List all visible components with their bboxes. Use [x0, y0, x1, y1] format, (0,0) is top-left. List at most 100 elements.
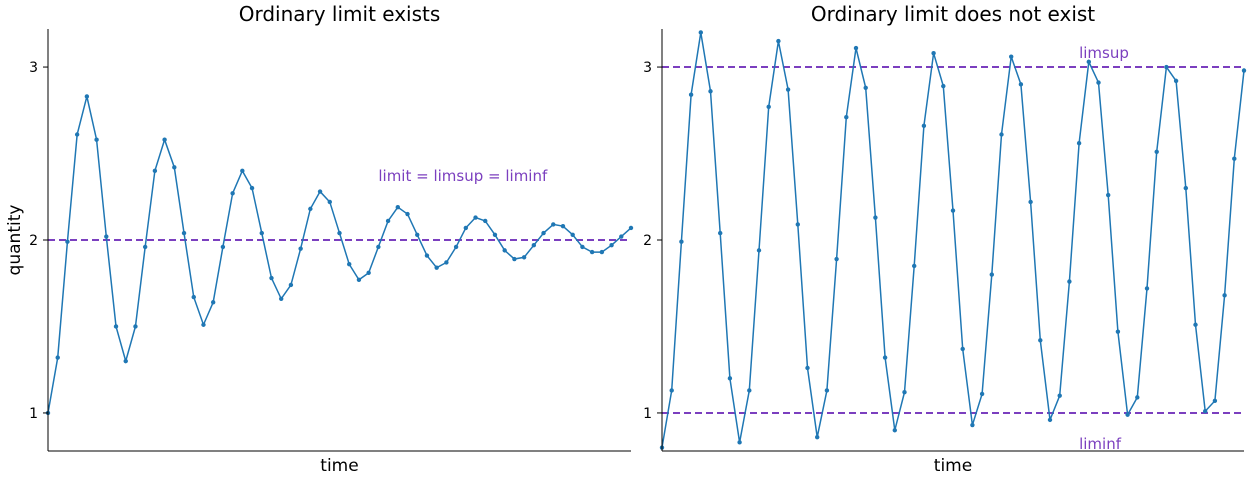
data-point — [708, 89, 713, 94]
reference-label: limit = limsup = liminf — [378, 167, 548, 185]
data-point — [230, 191, 235, 196]
data-point — [1164, 64, 1169, 70]
data-point — [628, 225, 634, 231]
data-point — [405, 211, 410, 217]
data-point — [853, 45, 859, 51]
data-point — [123, 358, 128, 364]
data-point — [863, 85, 868, 91]
data-point — [921, 123, 927, 129]
data-point — [931, 51, 936, 56]
data-point — [912, 263, 917, 269]
data-point — [1009, 54, 1014, 59]
x-axis-label: time — [934, 456, 972, 476]
data-point — [999, 132, 1004, 137]
data-point — [1067, 279, 1072, 284]
data-point — [834, 256, 839, 262]
data-point — [785, 87, 791, 92]
data-point — [142, 244, 148, 250]
y-tick-label: 3 — [643, 60, 652, 76]
data-point — [805, 365, 810, 371]
data-point — [902, 389, 907, 395]
data-point — [94, 137, 99, 142]
data-point — [1028, 199, 1033, 205]
data-point — [688, 92, 694, 97]
data-point — [1212, 398, 1218, 404]
data-point — [521, 255, 527, 260]
data-point — [492, 232, 498, 238]
data-point — [609, 242, 614, 248]
data-point — [824, 388, 830, 393]
data-point — [444, 260, 449, 265]
data-point — [1057, 393, 1062, 398]
chart-panel-1: Ordinary limit exists limit = limsup = li… — [5, 2, 634, 476]
data-point — [1125, 412, 1130, 417]
data-point — [337, 230, 342, 236]
data-point — [240, 168, 245, 174]
data-point — [473, 215, 478, 220]
data-point — [74, 132, 80, 137]
data-point — [347, 262, 352, 267]
data-point — [181, 230, 187, 236]
data-point — [1086, 59, 1092, 65]
data-point — [679, 239, 684, 244]
data-point — [795, 222, 800, 227]
data-point — [220, 244, 226, 250]
data-point — [84, 94, 90, 99]
data-point — [718, 230, 723, 236]
data-point — [882, 355, 888, 360]
data-point — [201, 322, 206, 327]
data-point — [698, 30, 703, 35]
y-axis-label: quantity — [5, 205, 25, 276]
data-point — [424, 253, 430, 258]
data-point — [570, 232, 575, 238]
data-point — [599, 249, 605, 255]
data-point — [210, 300, 216, 305]
chart-title: Ordinary limit exists — [239, 2, 441, 26]
data-point — [172, 165, 177, 170]
data-point — [737, 440, 742, 445]
data-point — [844, 115, 849, 120]
data-point — [970, 422, 975, 428]
data-point — [269, 275, 274, 281]
data-point — [1106, 192, 1111, 198]
data-point — [580, 244, 585, 250]
data-point — [434, 265, 439, 270]
data-point — [376, 244, 381, 250]
chart-title: Ordinary limit does not exist — [811, 2, 1095, 26]
y-tick-label: 2 — [643, 233, 652, 249]
data-point — [892, 428, 897, 433]
data-point — [327, 199, 332, 205]
data-point — [1183, 185, 1189, 191]
data-point — [669, 388, 674, 393]
data-point — [133, 324, 138, 329]
data-point — [259, 230, 264, 236]
data-point — [356, 277, 362, 282]
data-point — [298, 246, 303, 251]
data-point — [453, 244, 459, 250]
data-point — [1038, 338, 1043, 343]
data-point — [279, 296, 284, 302]
data-point — [747, 388, 752, 393]
data-point — [1115, 329, 1121, 334]
data-point — [317, 189, 323, 194]
y-tick-label: 1 — [29, 406, 38, 422]
data-point — [191, 294, 196, 300]
data-point — [55, 355, 60, 360]
data-point — [815, 434, 820, 440]
data-point — [415, 232, 420, 238]
data-point — [619, 234, 624, 239]
data-point — [541, 230, 546, 236]
y-tick-label: 2 — [29, 233, 38, 249]
data-point — [162, 137, 167, 142]
data-point — [551, 222, 556, 227]
data-point — [366, 270, 371, 276]
data-point — [1047, 417, 1053, 423]
data-point — [960, 346, 965, 352]
series-line — [47, 96, 632, 414]
data-point — [1144, 286, 1150, 291]
data-point — [1018, 82, 1024, 87]
y-tick-label: 1 — [643, 406, 652, 422]
data-point — [1096, 80, 1101, 85]
